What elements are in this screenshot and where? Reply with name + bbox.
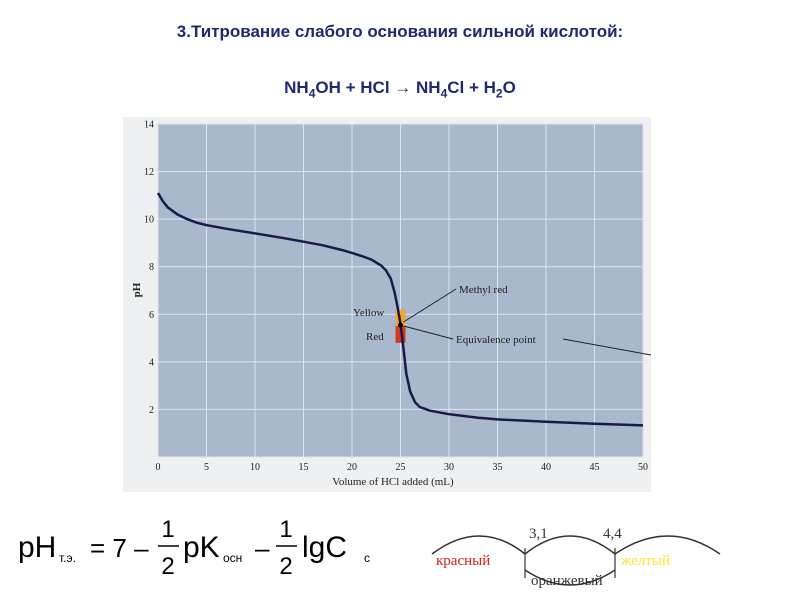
slide-title: 3.Титрование слабого основания сильной к… — [176, 22, 624, 41]
svg-text:осн: осн — [223, 551, 242, 565]
yellow-range-arc — [614, 535, 721, 555]
middle-range-arc — [524, 535, 616, 555]
y-tick-12: 12 — [144, 167, 154, 178]
titration-chart-panel: 0 5 10 15 20 25 30 35 40 45 50 2 4 6 8 10 12 14 Yellow R… — [123, 117, 651, 492]
svg-text:т.э.: т.э. — [59, 551, 76, 565]
value-4-4: 4,4 — [603, 526, 622, 542]
orange-color-label: оранжевый — [531, 573, 603, 589]
svg-text:–: – — [255, 533, 270, 563]
x-tick-50: 50 — [638, 462, 648, 473]
svg-text:1: 1 — [161, 516, 174, 543]
y-tick-2: 2 — [149, 405, 154, 416]
y-tick-10: 10 — [144, 215, 154, 226]
transition-arc — [524, 569, 616, 586]
x-tick-5: 5 — [204, 462, 209, 473]
svg-text:c: c — [364, 551, 370, 565]
equivalence-pointer — [403, 325, 454, 340]
value-3-1: 3,1 — [529, 526, 548, 542]
x-tick-25: 25 — [396, 462, 406, 473]
svg-text:= 7 –: = 7 – — [90, 533, 149, 563]
svg-text:2: 2 — [279, 553, 292, 580]
y-tick-14: 14 — [144, 120, 154, 131]
svg-text:lgC: lgC — [302, 531, 347, 564]
equivalence-point-label: Equivalence point — [456, 334, 536, 346]
methyl-red-pointer — [403, 288, 457, 323]
x-axis-label: Volume of HCl added (mL) — [332, 476, 454, 488]
svg-text:1: 1 — [279, 516, 292, 543]
x-tick-30: 30 — [444, 462, 454, 473]
equivalence-point-marker — [398, 322, 403, 328]
svg-text:pK: pK — [183, 531, 220, 564]
equivalence-ph-formula: pH т.э. = 7 – 1 2 pK осн – 1 2 lgC c — [18, 516, 370, 580]
reaction-equation: NH4OH + HCl → NH4Cl + H2O — [284, 78, 516, 101]
y-tick-8: 8 — [149, 262, 154, 273]
svg-text:pH: pH — [18, 531, 56, 564]
y-tick-4: 4 — [149, 357, 154, 368]
yellow-label: Yellow — [353, 307, 384, 319]
red-label: Red — [366, 331, 384, 343]
methyl-orange-scale: 3,1 4,4 красный желтый оранжевый — [431, 526, 721, 589]
methyl-red-label: Methyl red — [459, 284, 508, 296]
yellow-color-label: желтый — [620, 553, 670, 569]
y-axis-label: pH — [131, 282, 143, 297]
y-axis-ticks: 2 4 6 8 10 12 14 — [144, 120, 154, 416]
x-tick-20: 20 — [347, 462, 357, 473]
red-color-label: красный — [436, 553, 490, 569]
indicator-red-band — [395, 326, 406, 343]
titration-curve — [156, 192, 644, 427]
x-tick-40: 40 — [541, 462, 551, 473]
equivalence-pointer-extension — [562, 338, 651, 356]
y-tick-6: 6 — [149, 310, 154, 321]
x-tick-15: 15 — [299, 462, 309, 473]
red-range-arc — [431, 535, 526, 555]
x-tick-45: 45 — [590, 462, 600, 473]
svg-text:2: 2 — [161, 553, 174, 580]
titration-chart: 0 5 10 15 20 25 30 35 40 45 50 2 4 6 8 10 12 14 Yellow R… — [131, 120, 651, 488]
x-tick-10: 10 — [250, 462, 260, 473]
x-axis-ticks: 0 5 10 15 20 25 30 35 40 45 50 — [156, 462, 649, 473]
x-tick-35: 35 — [493, 462, 503, 473]
x-tick-0: 0 — [156, 462, 161, 473]
